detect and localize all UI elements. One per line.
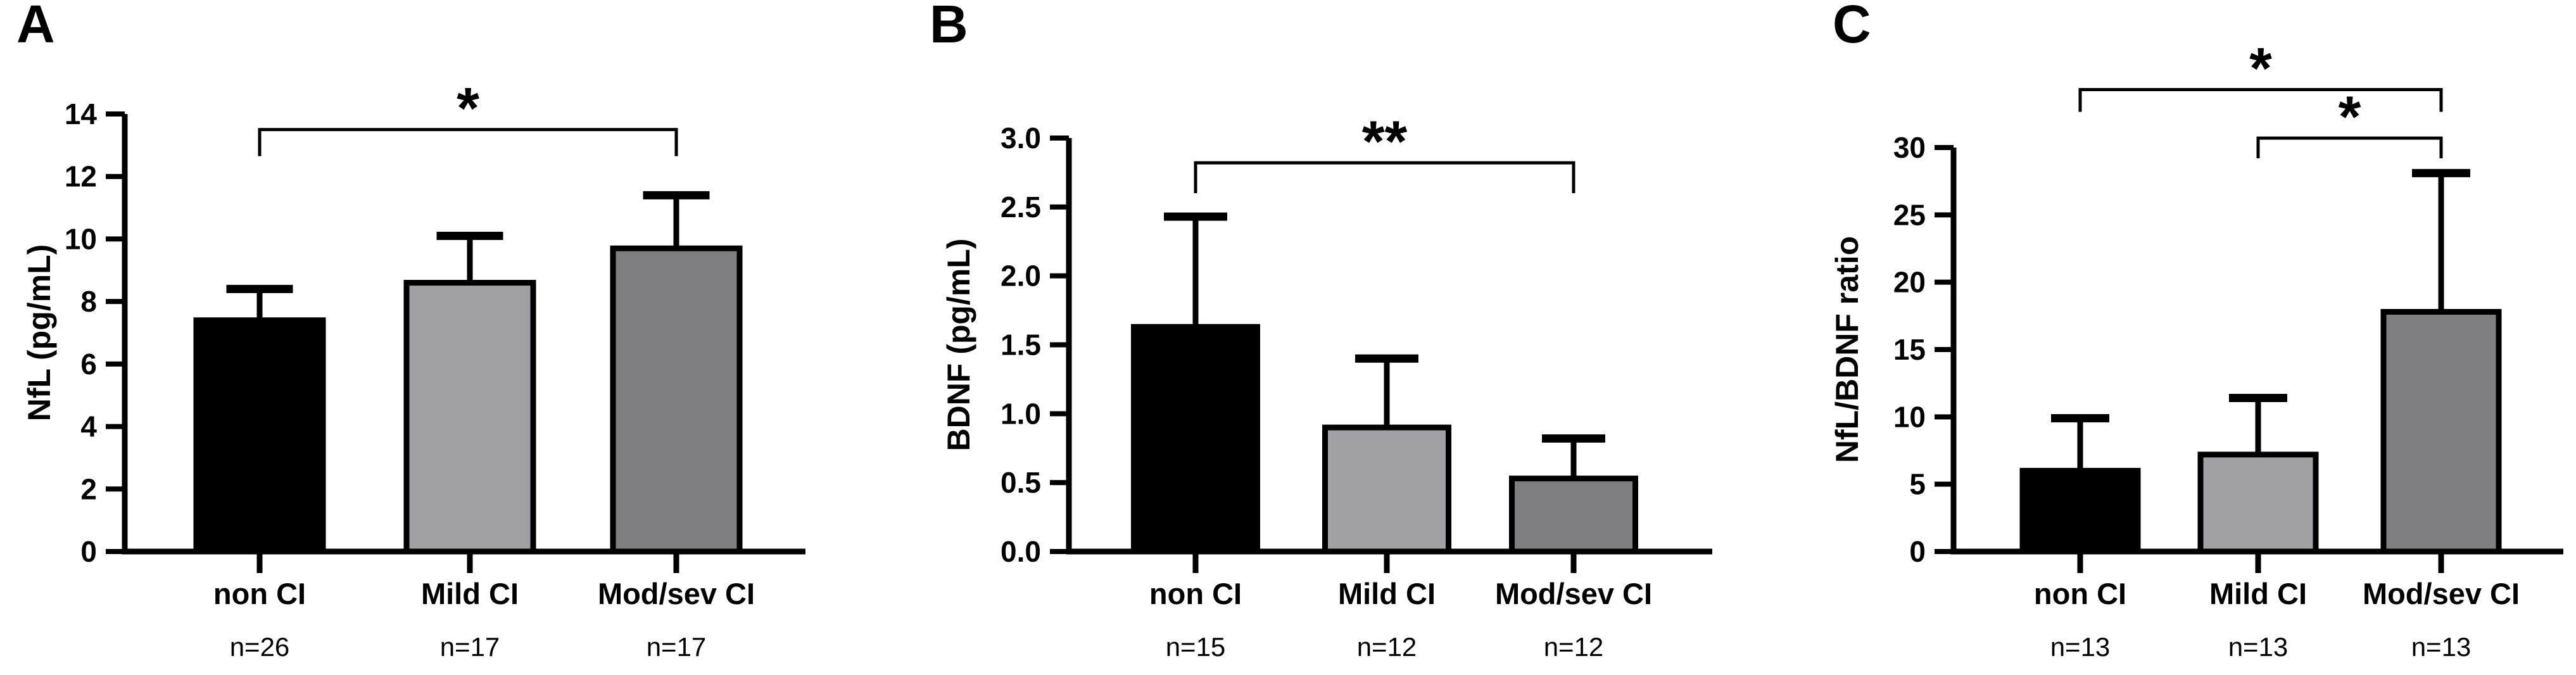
y-tick-label: 0 (1909, 535, 1926, 568)
y-axis-title: NfL/BDNF ratio (1829, 236, 1865, 463)
bracket-line (258, 128, 678, 156)
category-label-mod-sev-ci: Mod/sev CI (598, 577, 755, 610)
y-tick-label: 10 (65, 222, 97, 255)
panel-letter-c: C (1833, 0, 1871, 54)
y-tick-label: 4 (80, 410, 97, 443)
bar-mod-sev-ci (1509, 476, 1638, 555)
significance-bracket: ** (1194, 110, 1575, 194)
bar-group-mild-ci (1322, 354, 1451, 555)
significance-stars: * (2339, 85, 2361, 149)
y-axis-title: BDNF (pg/mL) (941, 238, 976, 451)
category-label-mild-ci: Mild CI (421, 577, 519, 610)
n-label-mod-sev-ci: n=17 (647, 632, 707, 662)
panel-letter-b: B (930, 0, 968, 54)
bracket-line (2078, 88, 2443, 112)
category-label-mild-ci: Mild CI (1338, 577, 1436, 610)
y-tick-label: 0.5 (1001, 466, 1041, 499)
y-tick-label: 30 (1893, 131, 1926, 164)
y-tick-label: 12 (65, 160, 97, 193)
y-tick-label: 8 (80, 285, 97, 318)
category-label-non-ci: non CI (1149, 577, 1242, 610)
y-tick-label: 3.0 (1001, 122, 1041, 155)
bar-mod-sev-ci (2380, 308, 2502, 555)
bracket-line (2256, 136, 2443, 159)
n-label-mild-ci: n=17 (440, 632, 500, 662)
y-tick-label: 1.0 (1001, 397, 1041, 430)
panel-b: B 0.0 0.5 1.0 1.5 2.0 2.5 3.0 BDNF (pg/mL) non C… (859, 0, 1717, 675)
y-tick-label: 20 (1893, 266, 1926, 299)
y-tick-label: 25 (1893, 198, 1926, 231)
bar-non-ci (193, 317, 326, 555)
n-label-non-ci: n=13 (2050, 632, 2111, 662)
significance-stars: * (2249, 37, 2272, 101)
y-tick-label: 2.0 (1001, 260, 1041, 293)
bar-mild-ci (1322, 424, 1451, 555)
bar-group-non-ci (1131, 212, 1260, 555)
significance-bracket: * (2256, 85, 2443, 159)
panel-letter-a: A (16, 0, 55, 54)
significance-bracket: * (2078, 37, 2443, 112)
category-label-mod-sev-ci: Mod/sev CI (2363, 577, 2520, 610)
bar-group-mild-ci (2197, 394, 2319, 555)
y-tick-label: 15 (1893, 333, 1926, 366)
bar-mild-ci (403, 280, 536, 555)
panel-a: A 0 2 4 6 8 10 12 14 NfL (pg/mL) non CI n=26 Mild C… (0, 0, 859, 675)
bar-chart-nfl-bdnf-ratio: 0 5 10 15 20 25 30 NfL/BDNF ratio non CI n=13 Mild… (1829, 37, 2563, 662)
bar-group-mild-ci (403, 231, 536, 555)
y-tick-label: 1.5 (1001, 329, 1041, 362)
axes: 0 2 4 6 8 10 12 14 (65, 98, 805, 573)
n-label-non-ci: n=26 (230, 632, 290, 662)
bar-group-mod-sev-ci (610, 191, 743, 555)
axes: 0 5 10 15 20 25 30 (1893, 131, 2563, 573)
bar-chart-bdnf: 0.0 0.5 1.0 1.5 2.0 2.5 3.0 BDNF (pg/mL) non CI n… (941, 110, 1712, 662)
significance-stars: * (457, 77, 479, 141)
y-tick-label: 10 (1893, 400, 1926, 433)
y-axis-title: NfL (pg/mL) (22, 244, 57, 422)
bar-group-non-ci (2019, 413, 2141, 555)
y-tick-label: 5 (1909, 468, 1926, 501)
y-tick-label: 2.5 (1001, 191, 1041, 224)
y-tick-label: 0.0 (1001, 535, 1041, 568)
n-label-mild-ci: n=13 (2228, 632, 2289, 662)
y-tick-label: 2 (80, 472, 97, 505)
category-label-mod-sev-ci: Mod/sev CI (1495, 577, 1652, 610)
n-label-non-ci: n=15 (1166, 632, 1226, 662)
bar-mod-sev-ci (610, 245, 743, 555)
bar-non-ci (2019, 467, 2141, 555)
bar-mild-ci (2197, 451, 2319, 555)
bar-non-ci (1131, 324, 1260, 555)
bar-group-mod-sev-ci (2380, 168, 2502, 555)
bracket-line (1194, 161, 1575, 194)
n-label-mod-sev-ci: n=13 (2411, 632, 2472, 662)
bar-chart-nfl: 0 2 4 6 8 10 12 14 NfL (pg/mL) non CI n=26 Mild CI n… (22, 77, 805, 662)
n-label-mod-sev-ci: n=12 (1544, 632, 1604, 662)
axes: 0.0 0.5 1.0 1.5 2.0 2.5 3.0 (1001, 122, 1712, 573)
bar-group-non-ci (193, 284, 326, 555)
significance-bracket: * (258, 77, 678, 156)
category-label-non-ci: non CI (213, 577, 306, 610)
y-tick-label: 14 (65, 98, 98, 130)
n-label-mild-ci: n=12 (1357, 632, 1417, 662)
category-label-non-ci: non CI (2034, 577, 2126, 610)
category-label-mild-ci: Mild CI (2209, 577, 2307, 610)
y-tick-label: 6 (80, 348, 97, 381)
panel-c: C 0 5 10 15 20 25 30 NfL/BDNF ratio non CI n=13 Mi… (1717, 0, 2576, 675)
significance-stars: ** (1362, 110, 1408, 174)
bar-group-mod-sev-ci (1509, 434, 1638, 555)
y-tick-label: 0 (80, 535, 97, 568)
